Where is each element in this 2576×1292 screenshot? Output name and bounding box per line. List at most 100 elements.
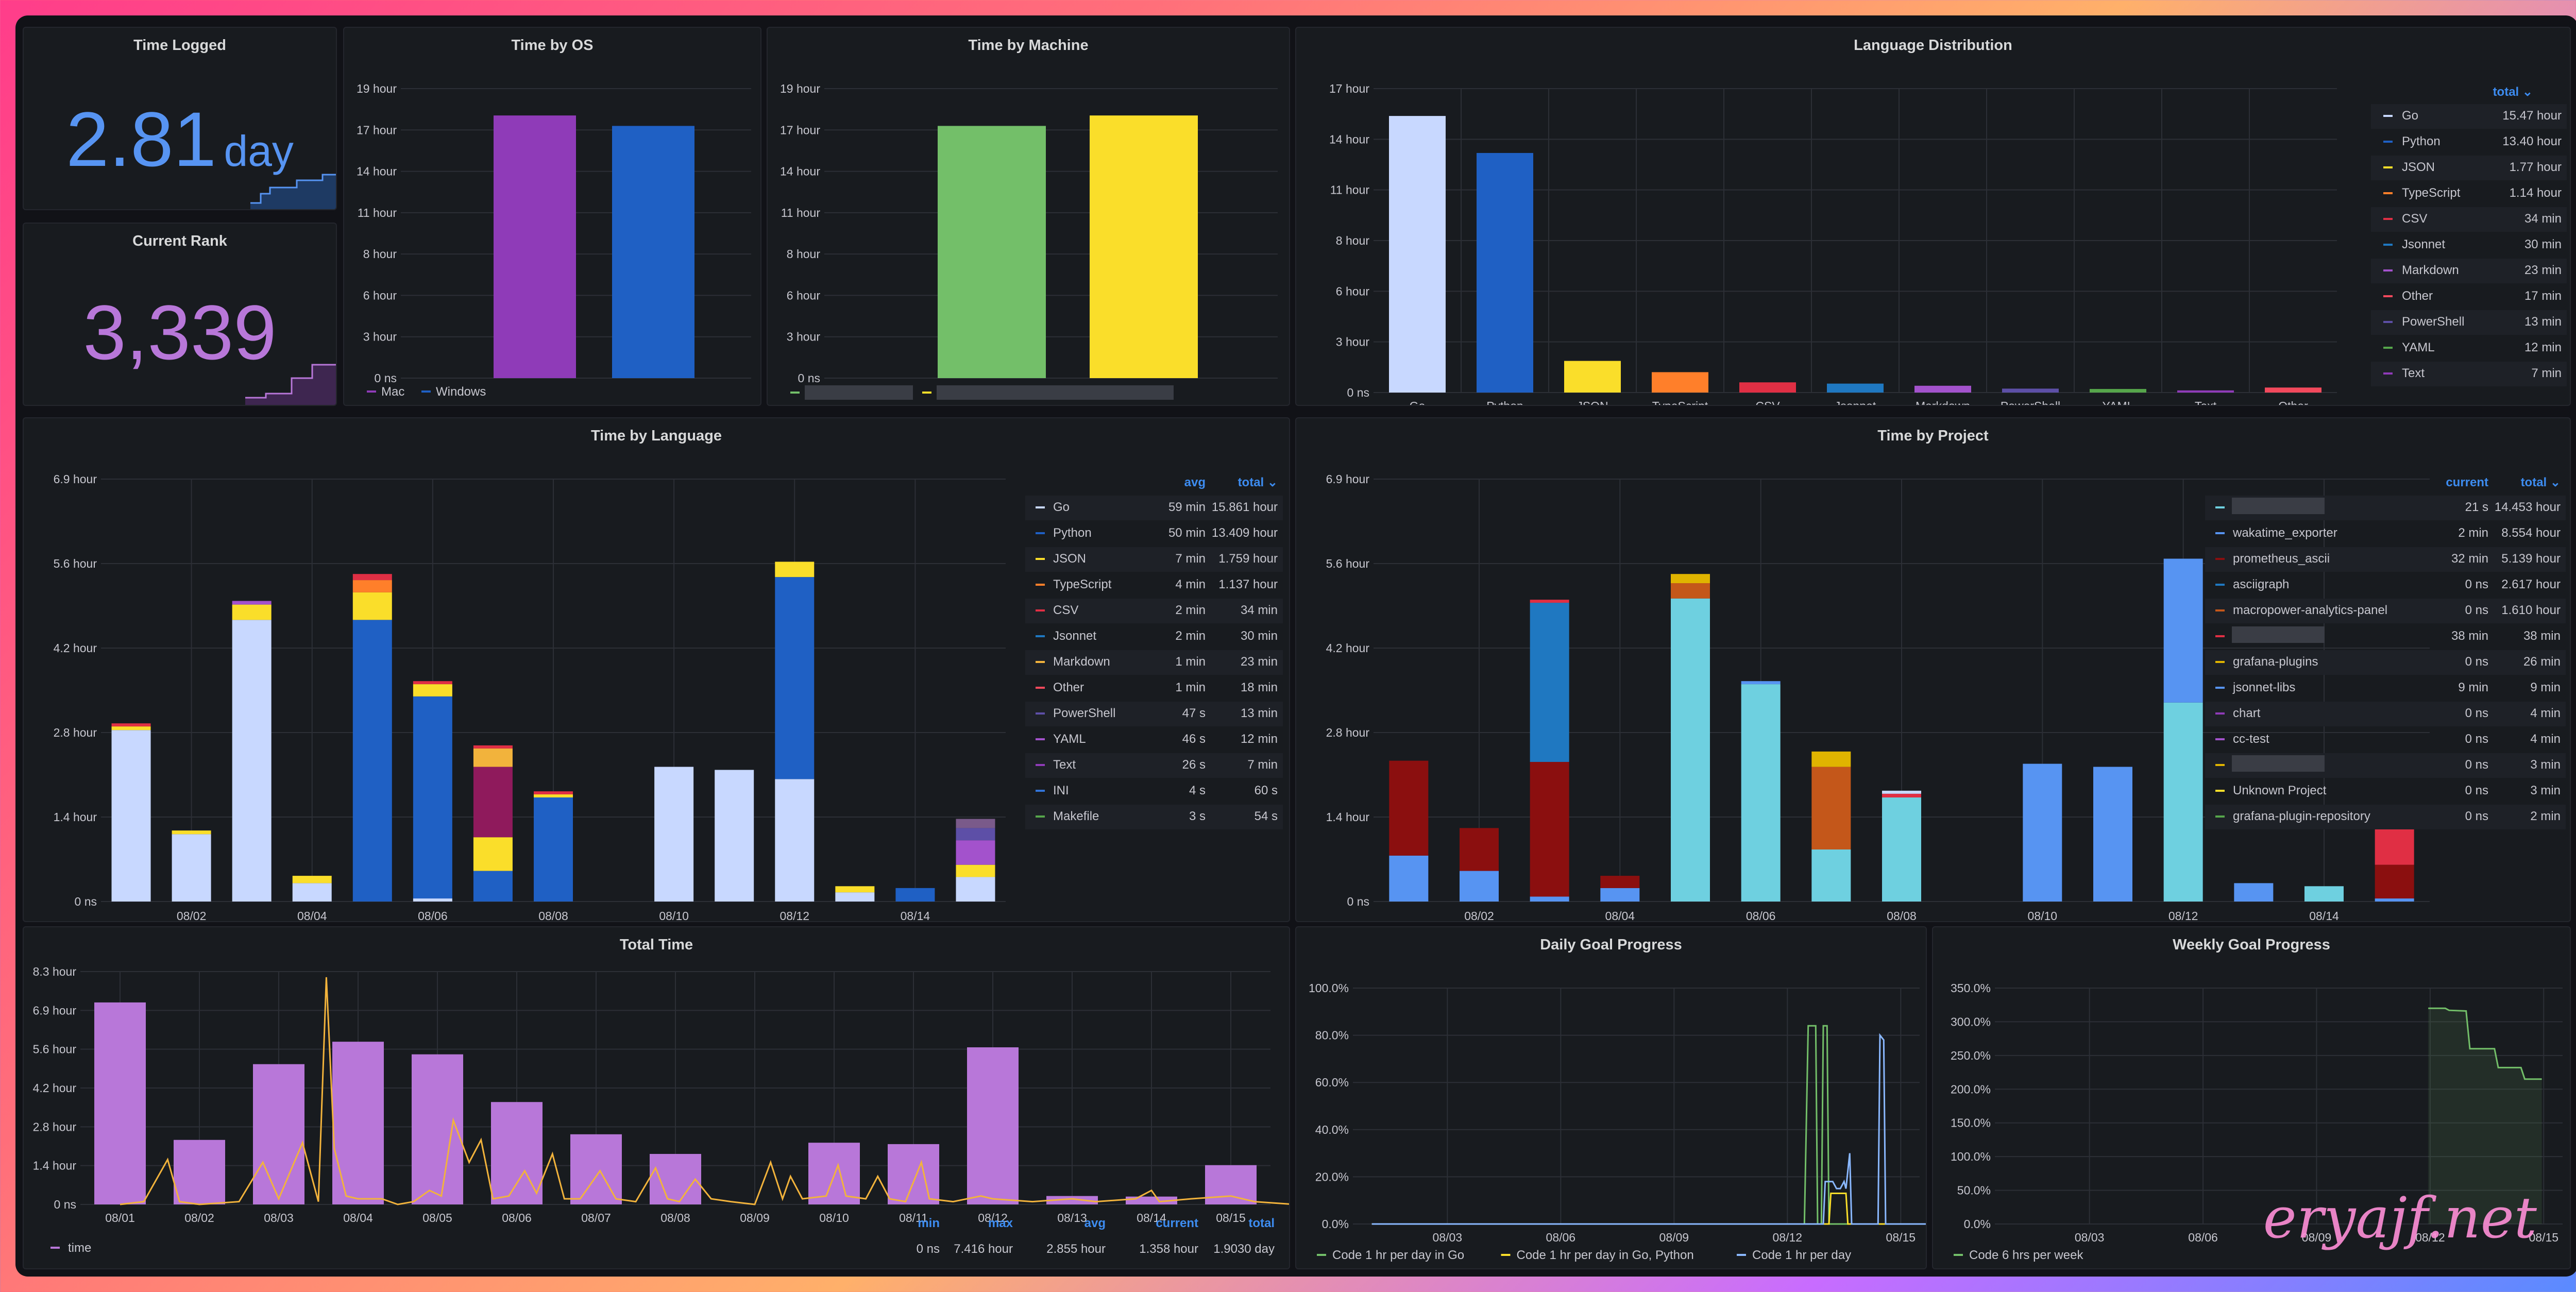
bar	[1914, 385, 1971, 393]
bar-segment	[2163, 702, 2203, 902]
y-tick-label: 3 hour	[363, 330, 397, 344]
bar	[1389, 116, 1446, 393]
y-tick-label: 4.2 hour	[54, 641, 97, 655]
legend-value: 14.453 hour	[2495, 500, 2561, 514]
y-tick-label: 3 hour	[1336, 335, 1370, 349]
x-tick-label: 08/04	[297, 909, 327, 922]
legend-label: Makefile	[1053, 809, 1099, 823]
bar	[1477, 152, 1533, 393]
legend-value: 30 min	[1241, 629, 1278, 643]
bar-segment	[534, 797, 573, 902]
y-tick-label: 19 hour	[357, 82, 397, 95]
x-tick-label: 08/04	[343, 1211, 373, 1225]
legend-label: CSV	[2402, 212, 2427, 226]
legend-value: 1.358 hour	[1139, 1242, 1198, 1256]
legend-row-bg	[2371, 104, 2567, 129]
weekly-goal-panel[interactable]: Weekly Goal Progress 0.0% 50.0% 100.0% 150.…	[1932, 926, 2571, 1269]
x-tick-label: 08/12	[2168, 909, 2198, 922]
legend-label: wakatime_exporter	[2232, 526, 2337, 540]
y-tick-label: 8 hour	[787, 247, 821, 261]
bar-segment	[473, 745, 513, 749]
time-by-machine-panel[interactable]: Time by Machine 0 ns 3 hour 6 hour 8 hour 11…	[767, 27, 1290, 406]
time-by-project-panel[interactable]: Time by Project 0 ns 1.4 hour 2.8 hour 4.2 …	[1295, 417, 2571, 922]
x-tick-label: 08/06	[1746, 909, 1776, 922]
legend-value: 7.416 hour	[954, 1242, 1013, 1256]
x-tick-label: 08/12	[779, 909, 809, 922]
legend-row-bg	[1025, 599, 1283, 623]
legend-label: JSON	[2402, 160, 2435, 174]
legend-value: 34 min	[2524, 212, 2562, 226]
bar-segment	[895, 888, 935, 902]
legend-header: total ⌄	[1238, 475, 1278, 489]
legend-value: 3 min	[2530, 784, 2561, 797]
y-tick-label: 5.6 hour	[33, 1043, 77, 1056]
legend-value: 34 min	[1241, 603, 1278, 617]
x-tick-label: Other	[2278, 399, 2308, 406]
y-tick-label: 6 hour	[787, 288, 821, 302]
legend-label: Python	[2402, 134, 2441, 148]
x-tick-label: TypeScript	[1652, 399, 1708, 406]
y-tick-label: 250.0%	[1951, 1049, 1991, 1062]
legend-label: Go	[2402, 109, 2418, 123]
legend-label: Python	[1053, 526, 1092, 540]
legend-row-bg	[2371, 310, 2567, 335]
daily-goal-panel[interactable]: Daily Goal Progress 0.0% 20.0% 40.0% 60.0% 8…	[1295, 926, 1927, 1269]
legend-value: 13.40 hour	[2502, 134, 2562, 148]
legend-label: INI	[1053, 784, 1069, 797]
legend-value: 23 min	[1241, 655, 1278, 669]
legend-label: Jsonnet	[1053, 629, 1096, 643]
bar-segment	[352, 592, 392, 620]
bar-segment	[473, 837, 513, 871]
time-by-os-panel[interactable]: Time by OS 0 ns 3 hour 6 hour 8 hour 11 hour…	[343, 27, 761, 406]
y-tick-label: 6.9 hour	[33, 1004, 77, 1017]
bar-segment	[232, 604, 272, 620]
bar-segment	[1600, 876, 1640, 888]
time-by-os-chart: 0 ns 3 hour 6 hour 8 hour 11 hour 14 hour 17 h…	[357, 82, 751, 399]
x-tick-label: 08/03	[264, 1211, 294, 1225]
bar	[1739, 382, 1796, 393]
legend-value: 21 s	[2465, 500, 2488, 514]
panel-title: Total Time	[619, 937, 693, 953]
legend-value: 2 min	[1175, 603, 1206, 617]
y-tick-label: 11 hour	[1330, 183, 1370, 197]
bar-segment	[232, 601, 272, 605]
bar-segment	[2375, 864, 2414, 899]
legend-label: asciigraph	[2233, 577, 2289, 591]
legend-value: 9 min	[2458, 681, 2488, 694]
bar-segment	[1530, 896, 1569, 902]
legend-value: 7 min	[1175, 552, 1206, 566]
bar-segment	[292, 876, 332, 883]
series-area	[2428, 1008, 2542, 1224]
y-tick-label: 0.0%	[1964, 1217, 1991, 1231]
series-line	[1371, 1025, 1926, 1225]
bar-segment	[473, 767, 513, 838]
legend-row-bg	[1025, 702, 1283, 726]
legend-value: 0 ns	[2465, 655, 2488, 669]
x-tick-label: YAML	[2103, 399, 2134, 406]
y-tick-label: 8 hour	[363, 247, 397, 261]
legend-label: Windows	[436, 385, 486, 399]
total-time-panel[interactable]: Total Time 0 ns 1.4 hour 2.8 hour 4.2 hour 5…	[23, 926, 1290, 1269]
legend-value: 1.137 hour	[1218, 577, 1278, 591]
legend-value: 60 s	[1255, 784, 1278, 797]
current-rank-panel[interactable]: Current Rank 3,339	[23, 223, 337, 406]
time-by-language-panel[interactable]: Time by Language 0 ns 1.4 hour 2.8 hour 4.2…	[23, 417, 1290, 922]
legend-row-bg	[1025, 753, 1283, 778]
bar-segment	[292, 883, 332, 902]
time-logged-panel[interactable]: Time Logged 2.81 day	[23, 27, 337, 210]
time-logged-sparkline	[250, 174, 336, 209]
time-by-project-chart: 0 ns 1.4 hour 2.8 hour 4.2 hour 5.6 hour 6.9 …	[1326, 472, 2566, 922]
language-distribution-panel[interactable]: Language Distribution 0 ns 3 hour 6 hour 8 …	[1295, 27, 2571, 406]
legend-value: 15.861 hour	[1212, 500, 1278, 514]
language-distribution-chart: 0 ns 3 hour 6 hour 8 hour 11 hour 14 hour 17 h…	[1329, 82, 2567, 406]
x-tick-label: Jsonnet	[1835, 399, 1876, 406]
bar	[1205, 1165, 1257, 1204]
x-tick-label: 08/03	[1433, 1231, 1463, 1244]
bar-segment	[775, 577, 815, 779]
y-tick-label: 0 ns	[1347, 386, 1369, 399]
y-tick-label: 4.2 hour	[1326, 641, 1370, 655]
legend-value: 38 min	[2523, 629, 2561, 643]
legend-value: 46 s	[1182, 732, 1206, 746]
bar-segment	[956, 819, 995, 828]
y-tick-label: 2.8 hour	[54, 726, 97, 739]
